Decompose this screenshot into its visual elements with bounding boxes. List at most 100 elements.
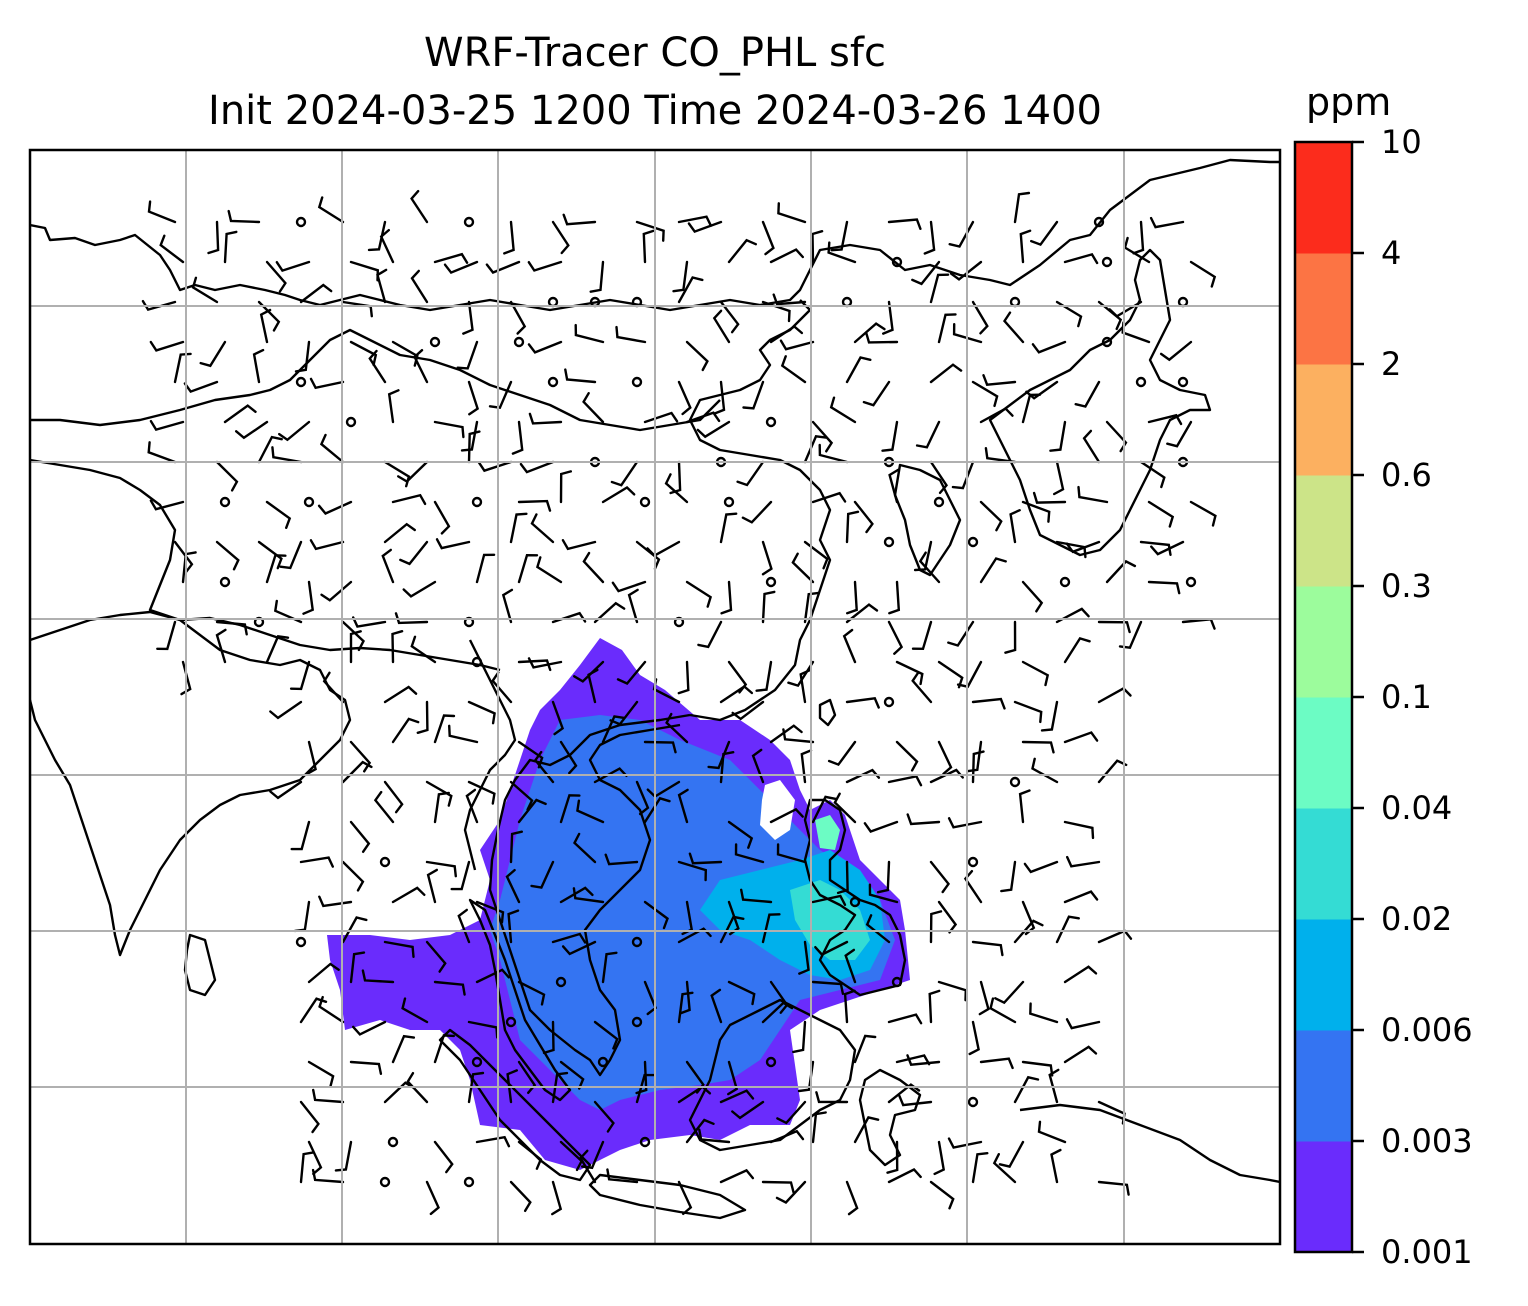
wind-barb <box>865 331 899 344</box>
wind-barb <box>551 220 570 255</box>
wind-barb <box>616 660 647 685</box>
coastline-china-east <box>688 299 832 722</box>
calm-circle <box>1177 376 1189 388</box>
wind-barb <box>349 340 378 366</box>
wind-barb <box>727 980 756 1006</box>
wind-barb <box>761 1001 794 1024</box>
wind-barb <box>561 940 597 956</box>
calm-circle <box>513 336 525 348</box>
wind-barb <box>886 1140 899 1174</box>
colorbar-tick-label: 0.1 <box>1381 678 1432 716</box>
wind-barb <box>845 510 860 544</box>
wind-barb <box>551 700 565 736</box>
wind-barb <box>928 989 941 1024</box>
wind-barb <box>761 220 775 256</box>
wind-barb <box>527 260 563 272</box>
wind-barb <box>761 540 773 576</box>
wind-barb <box>467 700 496 725</box>
coastline-korea <box>893 463 962 577</box>
wind-barb <box>697 620 723 649</box>
wind-barb <box>895 660 924 686</box>
wind-barb <box>1139 540 1172 556</box>
wind-barb <box>963 870 983 904</box>
calm-circle <box>639 496 651 508</box>
wind-barb <box>734 843 765 864</box>
calm-circle <box>547 376 559 388</box>
wind-barb <box>1050 1148 1062 1184</box>
wind-barb <box>1055 607 1090 624</box>
wind-barb <box>911 260 941 286</box>
wind-barb <box>713 380 726 415</box>
wind-barb <box>635 780 650 816</box>
wind-barb <box>475 968 510 984</box>
wind-barb <box>887 218 922 230</box>
wind-barb <box>485 260 521 274</box>
wind-barb <box>888 580 901 615</box>
wind-barb <box>677 991 694 1024</box>
wind-barb <box>457 908 471 944</box>
wind-barb <box>1063 252 1099 265</box>
wind-barb <box>681 900 694 936</box>
wind-barb <box>465 788 479 824</box>
wind-barb <box>416 700 429 734</box>
wind-barb <box>173 352 192 384</box>
gridlines <box>30 150 1280 1244</box>
wind-barb <box>376 268 388 304</box>
wind-barb <box>509 830 523 864</box>
colorbar-tick-label: 0.6 <box>1381 456 1432 494</box>
wind-barb <box>1030 220 1059 247</box>
wind-barb <box>1063 731 1099 744</box>
wind-barb <box>257 540 283 570</box>
wind-barb <box>609 700 639 726</box>
wind-barb <box>947 817 983 829</box>
wind-barb <box>215 540 240 571</box>
wind-barb <box>615 325 647 344</box>
wind-barb <box>776 1100 807 1125</box>
wind-barb <box>984 447 1017 464</box>
wind-barb <box>299 1100 320 1134</box>
wind-barb <box>467 1071 485 1104</box>
colorbar-segment <box>1295 919 1352 1031</box>
wind-barb <box>1147 580 1181 595</box>
wind-barb <box>798 940 810 975</box>
wind-barb <box>830 220 849 252</box>
wind-barb <box>509 512 528 544</box>
wind-barb <box>467 380 480 416</box>
wind-barb <box>383 780 404 814</box>
wind-barb <box>685 340 709 372</box>
calm-circle <box>295 376 307 388</box>
wind-barb <box>530 513 555 544</box>
wind-barb <box>410 635 437 664</box>
wind-barb <box>535 556 563 584</box>
wind-barb <box>1053 460 1065 496</box>
wind-barb <box>827 241 857 264</box>
wind-barb <box>290 820 311 851</box>
wind-barb <box>215 628 227 664</box>
wind-barb <box>937 740 953 775</box>
wind-barb <box>511 420 524 455</box>
wind-barb <box>862 380 891 407</box>
wind-barb <box>312 1088 345 1104</box>
wind-barb <box>811 980 845 995</box>
wind-barb <box>149 419 185 432</box>
wind-barb <box>391 886 426 904</box>
wind-barb <box>561 539 597 551</box>
wind-barb <box>589 260 605 293</box>
colorbar-segment <box>1295 475 1352 587</box>
wind-barb <box>1055 915 1080 944</box>
wind-barb <box>467 430 481 464</box>
wind-barb <box>149 340 185 352</box>
wind-barb <box>627 588 639 624</box>
wind-barb <box>562 213 597 226</box>
colorbar-segment <box>1295 253 1352 365</box>
wind-barb <box>349 951 366 984</box>
wind-barb <box>391 717 420 744</box>
calm-circle <box>933 496 945 508</box>
wind-barb <box>1063 965 1098 984</box>
wind-barb <box>769 324 804 344</box>
calm-circle <box>631 376 643 388</box>
wind-barb <box>727 900 740 936</box>
wind-barb <box>951 460 975 490</box>
wind-barb <box>406 1071 429 1104</box>
colorbar-tick-label: 0.006 <box>1381 1011 1473 1049</box>
